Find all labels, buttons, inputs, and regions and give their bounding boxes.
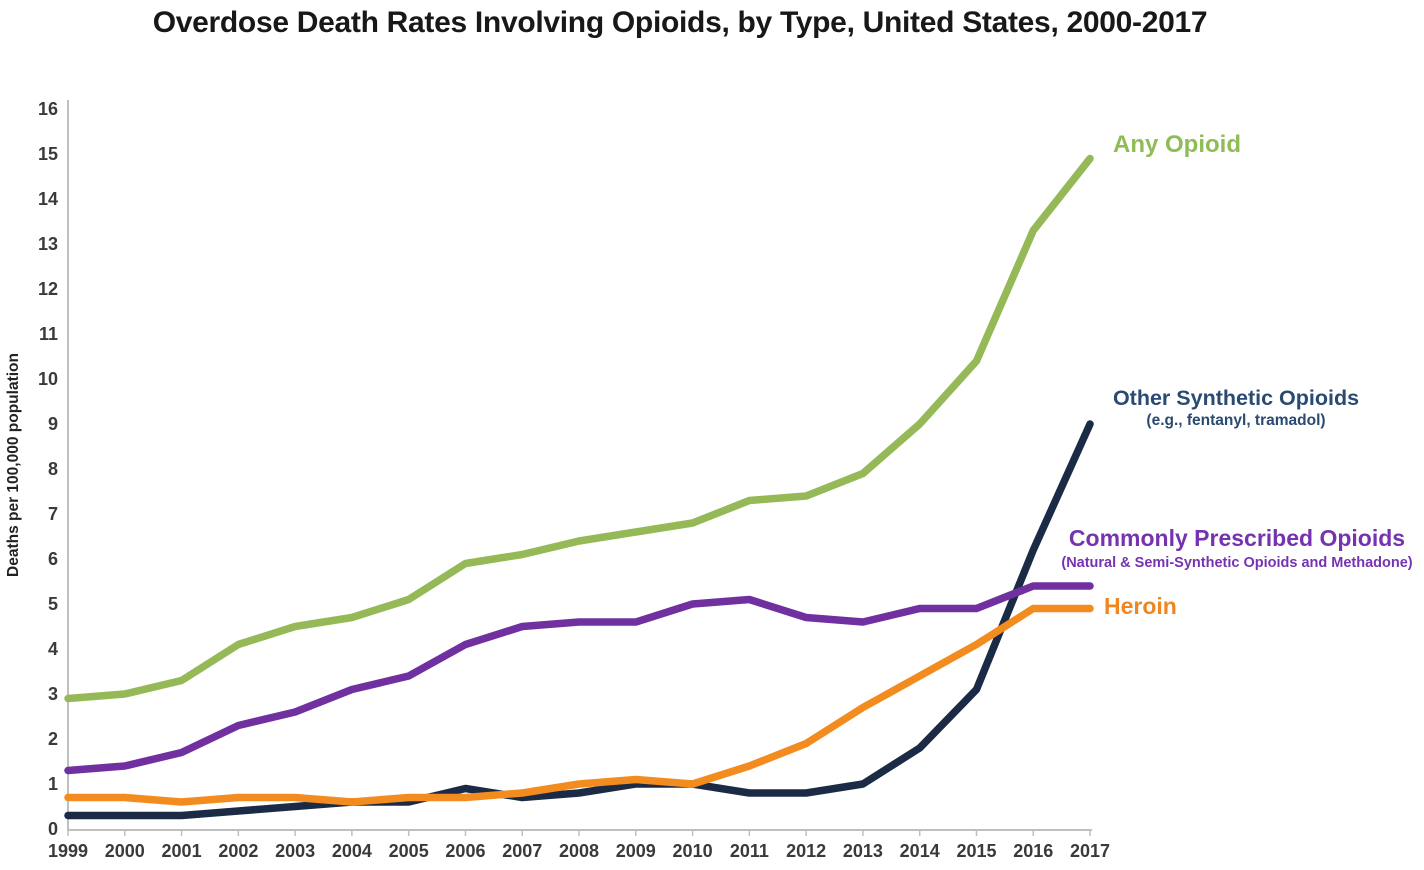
y-tick-label: 1 [48,774,58,794]
y-tick-label: 8 [48,459,58,479]
x-tick-label: 2017 [1070,841,1110,861]
y-axis-title: Deaths per 100,000 population [5,353,22,577]
legend-label-any-opioid-name: Any Opioid [1113,131,1241,158]
x-tick-label: 2016 [1013,841,1053,861]
y-tick-label: 12 [38,279,58,299]
y-tick-label: 5 [48,594,58,614]
y-tick-label: 0 [48,819,58,839]
legend-label-other-synthetic-opioids-subtitle: (e.g., fentanyl, tramadol) [1146,412,1326,430]
x-tick-label: 2000 [105,841,145,861]
x-tick-label: 2009 [616,841,656,861]
legend-label-commonly-prescribed-opioids-name: Commonly Prescribed Opioids [1068,525,1406,551]
x-tick-label: 2011 [730,841,769,861]
x-tick-label: 2010 [673,841,713,861]
y-tick-label: 16 [38,99,58,119]
legend-label-commonly-prescribed-opioids-subtitle: (Natural & Semi-Synthetic Opioids and Me… [1061,554,1413,571]
x-tick-label: 2003 [275,841,315,861]
legend-label-heroin: Heroin [1104,593,1177,620]
y-tick-label: 14 [38,189,58,209]
legend-label-heroin-name: Heroin [1104,593,1177,619]
x-tick-label: 2014 [900,841,940,861]
series-line-commonly-prescribed-opioids [64,582,1094,775]
y-tick-label: 6 [48,549,58,569]
y-tick-label: 4 [48,639,58,659]
y-tick-label: 3 [48,684,58,704]
series-line-any-opioid [64,154,1094,703]
series-line-heroin [64,604,1094,806]
y-tick-label: 9 [48,414,58,434]
y-tick-label: 15 [38,144,58,164]
x-tick-label: 2008 [559,841,599,861]
x-tick-label: 2002 [218,841,258,861]
legend-label-any-opioid: Any Opioid [1113,131,1241,159]
chart-title: Overdose Death Rates Involving Opioids, … [152,6,1208,39]
x-tick-label: 2015 [956,841,996,861]
y-tick-label: 7 [48,504,58,524]
x-tick-label: 2012 [786,841,826,861]
y-tick-label: 13 [38,234,58,254]
y-tick-label: 11 [39,324,58,344]
x-tick-label: 2001 [162,841,202,861]
x-tick-label: 1999 [48,841,88,861]
series-line-other-synthetic-opioids [64,420,1094,820]
x-tick-label: 2013 [843,841,883,861]
legend-label-commonly-prescribed-opioids: Commonly Prescribed Opioids (Natural & S… [1048,525,1424,571]
legend-label-other-synthetic-opioids: Other Synthetic Opioids (e.g., fentanyl,… [1096,386,1376,429]
x-tick-label: 2006 [445,841,485,861]
legend-label-other-synthetic-opioids-name: Other Synthetic Opioids [1112,386,1360,410]
y-tick-label: 2 [48,729,58,749]
x-tick-label: 2005 [389,841,429,861]
y-tick-label: 10 [38,369,58,389]
x-tick-label: 2007 [502,841,542,861]
x-tick-label: 2004 [332,841,372,861]
